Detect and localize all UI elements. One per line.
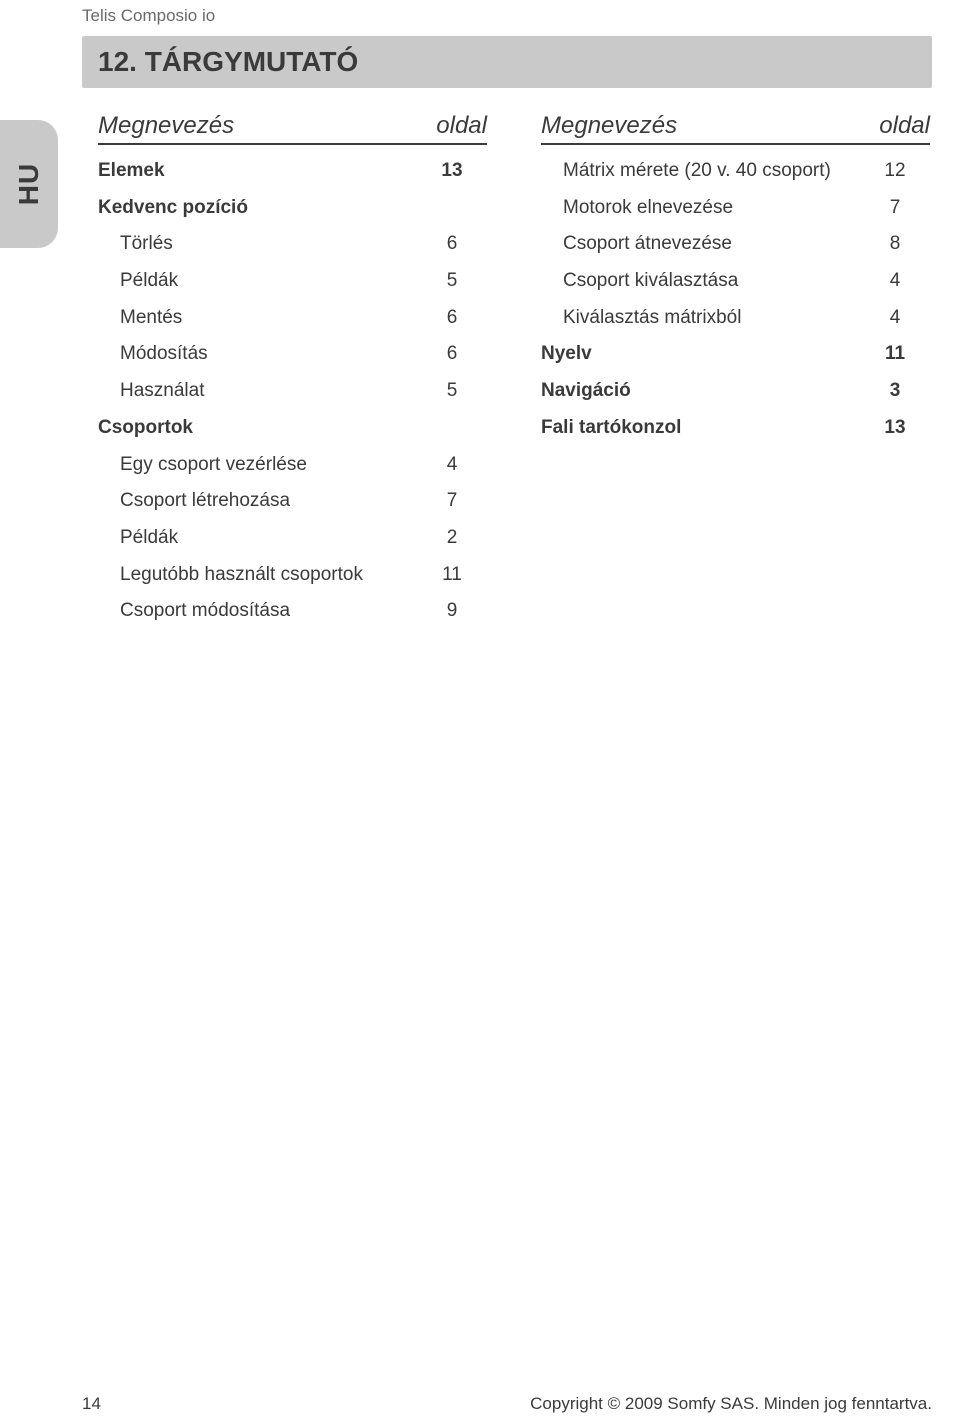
page-footer: 14 Copyright © 2009 Somfy SAS. Minden jo… <box>82 1394 932 1414</box>
index-right-column: Megnevezés oldal Mátrix mérete (20 v. 40… <box>541 112 930 630</box>
index-row: Példák2 <box>98 520 487 557</box>
index-entry-page: 13 <box>860 416 930 441</box>
index-entry-name: Fali tartókonzol <box>541 416 860 441</box>
index-row: Csoportok <box>98 410 487 447</box>
header-page: oldal <box>860 112 930 140</box>
index-entry-name: Csoport kiválasztása <box>541 269 860 294</box>
index-entry-name: Mátrix mérete (20 v. 40 csoport) <box>541 159 860 184</box>
column-header: Megnevezés oldal <box>541 112 930 145</box>
index-entry-page: 4 <box>860 306 930 331</box>
column-header: Megnevezés oldal <box>98 112 487 145</box>
index-entry-page: 4 <box>860 269 930 294</box>
index-row: Kiválasztás mátrixból4 <box>541 300 930 337</box>
index-row: Legutóbb használt csoportok11 <box>98 557 487 594</box>
index-row: Példák5 <box>98 263 487 300</box>
index-entry-name: Csoport átnevezése <box>541 232 860 257</box>
index-entry-name: Legutóbb használt csoportok <box>98 563 417 588</box>
index-entry-page: 8 <box>860 232 930 257</box>
index-entry-page: 3 <box>860 379 930 404</box>
index-row: Csoport módosítása9 <box>98 593 487 630</box>
index-columns: Megnevezés oldal Elemek13Kedvenc pozíció… <box>98 112 930 630</box>
index-entry-page: 9 <box>417 599 487 624</box>
index-entry-name: Elemek <box>98 159 417 184</box>
index-entry-page: 5 <box>417 269 487 294</box>
index-row: Csoport átnevezése8 <box>541 226 930 263</box>
language-tab: HU <box>0 120 58 248</box>
index-entry-page: 2 <box>417 526 487 551</box>
index-entry-page: 7 <box>417 489 487 514</box>
index-entry-page: 5 <box>417 379 487 404</box>
index-row: Navigáció3 <box>541 373 930 410</box>
index-entry-name: Motorok elnevezése <box>541 196 860 221</box>
index-entry-name: Csoport létrehozása <box>98 489 417 514</box>
index-entry-name: Nyelv <box>541 342 860 367</box>
index-left-column: Megnevezés oldal Elemek13Kedvenc pozíció… <box>98 112 487 630</box>
index-row: Csoport létrehozása7 <box>98 483 487 520</box>
index-row: Kedvenc pozíció <box>98 190 487 227</box>
section-title: 12. TÁRGYMUTATÓ <box>82 36 932 88</box>
index-row: Elemek13 <box>98 153 487 190</box>
document-header: Telis Composio io <box>82 6 215 26</box>
index-row: Fali tartókonzol13 <box>541 410 930 447</box>
language-tab-label: HU <box>13 163 45 205</box>
copyright-text: Copyright © 2009 Somfy SAS. Minden jog f… <box>530 1394 932 1414</box>
header-name: Megnevezés <box>98 112 417 140</box>
index-entry-name: Példák <box>98 269 417 294</box>
index-entry-page: 13 <box>417 159 487 184</box>
header-name: Megnevezés <box>541 112 860 140</box>
index-entry-name: Módosítás <box>98 342 417 367</box>
index-entry-page: 6 <box>417 232 487 257</box>
index-entry-name: Navigáció <box>541 379 860 404</box>
index-entry-name: Törlés <box>98 232 417 257</box>
index-entry-page: 11 <box>860 342 930 367</box>
index-entry-name: Egy csoport vezérlése <box>98 453 417 478</box>
index-entry-page: 6 <box>417 342 487 367</box>
index-row: Használat5 <box>98 373 487 410</box>
index-entry-name: Példák <box>98 526 417 551</box>
index-entry-name: Kiválasztás mátrixból <box>541 306 860 331</box>
index-entry-name: Kedvenc pozíció <box>98 196 417 221</box>
index-row: Mentés6 <box>98 300 487 337</box>
index-row: Egy csoport vezérlése4 <box>98 447 487 484</box>
index-entry-page <box>417 416 487 441</box>
index-row: Motorok elnevezése7 <box>541 190 930 227</box>
index-row: Módosítás6 <box>98 336 487 373</box>
index-entry-name: Csoport módosítása <box>98 599 417 624</box>
index-row: Csoport kiválasztása4 <box>541 263 930 300</box>
index-entry-page: 11 <box>417 563 487 588</box>
index-entry-name: Mentés <box>98 306 417 331</box>
header-page: oldal <box>417 112 487 140</box>
page-number: 14 <box>82 1394 101 1414</box>
index-entry-page: 4 <box>417 453 487 478</box>
index-entry-page: 12 <box>860 159 930 184</box>
index-row: Mátrix mérete (20 v. 40 csoport)12 <box>541 153 930 190</box>
index-row: Törlés6 <box>98 226 487 263</box>
index-row: Nyelv11 <box>541 336 930 373</box>
index-entry-page <box>417 196 487 221</box>
index-entry-name: Használat <box>98 379 417 404</box>
index-entry-page: 7 <box>860 196 930 221</box>
index-entry-page: 6 <box>417 306 487 331</box>
index-entry-name: Csoportok <box>98 416 417 441</box>
